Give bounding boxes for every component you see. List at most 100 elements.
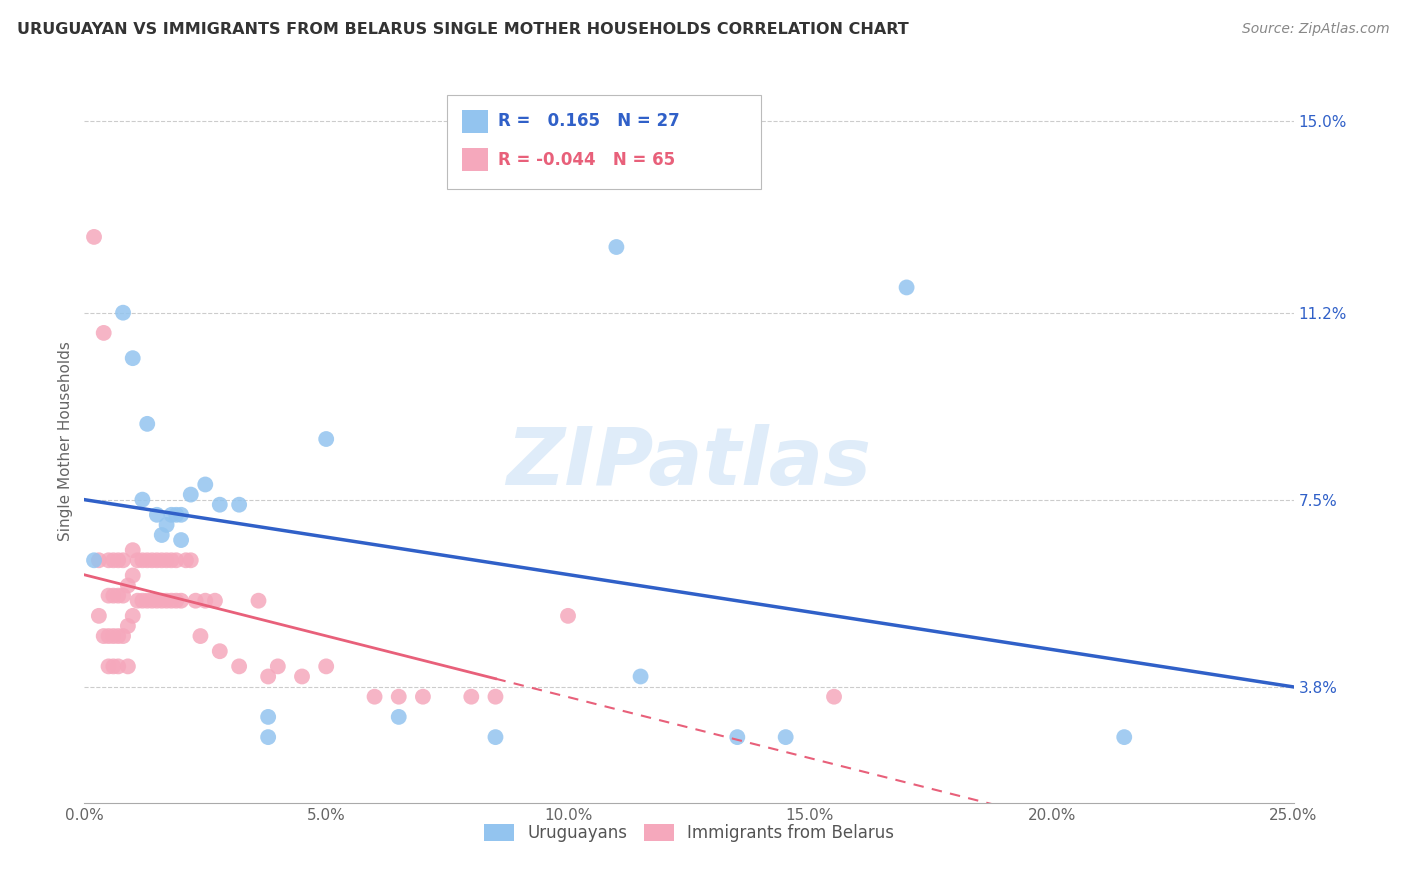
Point xyxy=(103,629,125,643)
Point xyxy=(363,690,385,704)
Point xyxy=(180,553,202,567)
Point xyxy=(83,230,105,244)
Point xyxy=(121,568,143,582)
Point xyxy=(484,690,506,704)
Point xyxy=(107,659,129,673)
Point xyxy=(165,593,187,607)
Point xyxy=(150,528,173,542)
Point xyxy=(630,669,652,683)
Point xyxy=(1114,730,1136,744)
Point xyxy=(247,593,270,607)
Point xyxy=(97,659,120,673)
Point xyxy=(136,553,159,567)
Point xyxy=(87,608,110,623)
Point xyxy=(121,351,143,366)
Point xyxy=(97,553,120,567)
Point xyxy=(605,240,627,254)
Point xyxy=(155,553,177,567)
Point xyxy=(267,659,290,673)
Point xyxy=(117,619,139,633)
Point xyxy=(112,306,135,320)
Point xyxy=(127,553,149,567)
Point xyxy=(87,553,110,567)
Point xyxy=(160,508,183,522)
Point xyxy=(121,543,143,558)
Point xyxy=(388,690,411,704)
Point xyxy=(103,659,125,673)
Point xyxy=(190,629,212,643)
Point xyxy=(121,608,143,623)
Text: ZIPatlas: ZIPatlas xyxy=(506,425,872,502)
Point xyxy=(194,477,217,491)
Point xyxy=(107,629,129,643)
Point xyxy=(112,589,135,603)
Point xyxy=(146,553,169,567)
Point xyxy=(117,578,139,592)
Text: Source: ZipAtlas.com: Source: ZipAtlas.com xyxy=(1241,22,1389,37)
Text: URUGUAYAN VS IMMIGRANTS FROM BELARUS SINGLE MOTHER HOUSEHOLDS CORRELATION CHART: URUGUAYAN VS IMMIGRANTS FROM BELARUS SIN… xyxy=(17,22,908,37)
Point xyxy=(208,644,231,658)
Point xyxy=(155,517,177,532)
Point xyxy=(388,710,411,724)
Point xyxy=(484,730,506,744)
Point xyxy=(150,593,173,607)
Point xyxy=(165,553,187,567)
Point xyxy=(160,553,183,567)
Point xyxy=(136,417,159,431)
FancyBboxPatch shape xyxy=(461,148,488,171)
Point xyxy=(112,629,135,643)
Point xyxy=(117,659,139,673)
Point xyxy=(155,593,177,607)
Point xyxy=(141,553,163,567)
Point xyxy=(174,553,197,567)
Point xyxy=(170,593,193,607)
Point xyxy=(83,553,105,567)
Point xyxy=(194,593,217,607)
Point xyxy=(131,492,153,507)
Legend: Uruguayans, Immigrants from Belarus: Uruguayans, Immigrants from Belarus xyxy=(477,817,901,848)
Point xyxy=(127,593,149,607)
FancyBboxPatch shape xyxy=(461,110,488,133)
Point xyxy=(775,730,797,744)
Point xyxy=(557,608,579,623)
Point xyxy=(141,593,163,607)
Point xyxy=(93,326,115,340)
Point xyxy=(257,710,280,724)
Point xyxy=(896,280,918,294)
Point xyxy=(228,659,250,673)
Point xyxy=(208,498,231,512)
Text: R =   0.165   N = 27: R = 0.165 N = 27 xyxy=(498,112,679,130)
Point xyxy=(112,553,135,567)
Y-axis label: Single Mother Households: Single Mother Households xyxy=(58,342,73,541)
Point xyxy=(93,629,115,643)
Point xyxy=(103,589,125,603)
Point xyxy=(257,730,280,744)
Point xyxy=(291,669,314,683)
Point xyxy=(170,533,193,547)
Point xyxy=(180,487,202,501)
Point xyxy=(97,589,120,603)
Point xyxy=(103,553,125,567)
Point xyxy=(150,553,173,567)
Point xyxy=(412,690,434,704)
Point xyxy=(136,593,159,607)
Point xyxy=(460,690,482,704)
Text: R = -0.044   N = 65: R = -0.044 N = 65 xyxy=(498,151,675,169)
FancyBboxPatch shape xyxy=(447,95,762,189)
Point xyxy=(146,508,169,522)
Point xyxy=(131,593,153,607)
Point xyxy=(97,629,120,643)
Point xyxy=(107,553,129,567)
Point xyxy=(184,593,207,607)
Point xyxy=(204,593,226,607)
Point xyxy=(165,508,187,522)
Point xyxy=(107,589,129,603)
Point xyxy=(257,669,280,683)
Point xyxy=(823,690,845,704)
Point xyxy=(160,593,183,607)
Point xyxy=(131,553,153,567)
Point xyxy=(315,659,337,673)
Point xyxy=(315,432,337,446)
Point xyxy=(170,508,193,522)
Point xyxy=(146,593,169,607)
